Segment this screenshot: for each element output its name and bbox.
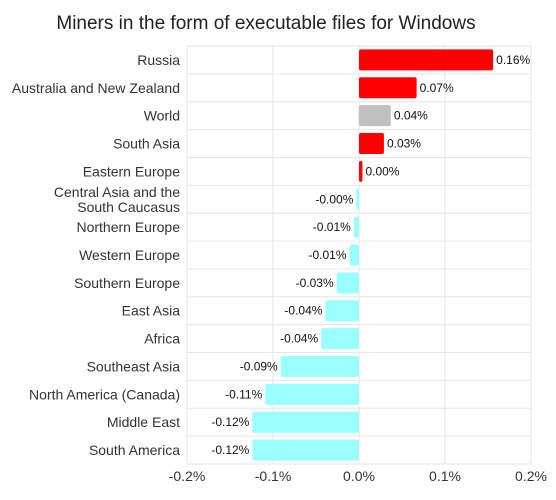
data-label: 0.03%: [387, 137, 421, 151]
data-label: -0.03%: [296, 276, 334, 290]
bar: [321, 328, 359, 350]
x-tick-label: -0.2%: [169, 468, 206, 484]
value-axis: -0.2% -0.1% 0.0% 0.1% 0.2%: [169, 468, 547, 484]
bar: [336, 272, 359, 294]
data-label: -0.01%: [309, 248, 347, 262]
data-label: 0.04%: [394, 109, 428, 123]
bar: [359, 77, 417, 99]
data-label: -0.09%: [240, 359, 278, 373]
bar: [280, 355, 359, 377]
category-label: Russia: [137, 52, 180, 68]
category-label: South America: [89, 442, 180, 458]
data-label: 0.16%: [496, 53, 530, 67]
bar: [349, 244, 359, 266]
category-axis: Russia Australia and New Zealand World Sout…: [12, 52, 180, 458]
category-label: World: [144, 108, 180, 124]
bar-layer: [252, 49, 494, 461]
bar: [359, 160, 363, 182]
chart-title: Miners in the form of executable files f…: [56, 13, 475, 34]
category-label: Northern Europe: [76, 219, 180, 235]
bar: [252, 439, 359, 461]
bar: [325, 300, 359, 322]
data-label: -0.04%: [284, 304, 322, 318]
label-layer: 0.16% 0.07% 0.04% 0.03% 0.00% -0.00% -0.01% -0.…: [211, 53, 530, 457]
data-label: -0.01%: [313, 220, 351, 234]
x-tick-label: 0.1%: [429, 468, 461, 484]
data-label: 0.07%: [420, 81, 454, 95]
category-label: Western Europe: [79, 247, 180, 263]
data-label: -0.12%: [211, 415, 249, 429]
category-label: South Asia: [113, 136, 180, 152]
bar: [359, 133, 384, 155]
data-label: -0.00%: [315, 192, 353, 206]
data-label: -0.12%: [211, 443, 249, 457]
category-label: Central Asia and the South Caucasus: [54, 184, 180, 215]
bar: [252, 411, 359, 433]
category-label: Australia and New Zealand: [12, 80, 180, 96]
x-tick-label: 0.2%: [515, 468, 547, 484]
bar: [356, 188, 359, 210]
data-label: 0.00%: [365, 164, 399, 178]
category-label: Southeast Asia: [87, 358, 181, 374]
bar: [359, 49, 494, 71]
bar: [265, 383, 359, 405]
grid-layer: [186, 45, 532, 465]
category-label: Middle East: [107, 414, 180, 430]
category-label: North America (Canada): [29, 386, 180, 402]
bar: [353, 216, 359, 238]
bar: [359, 105, 391, 127]
x-tick-label: 0.0%: [343, 468, 375, 484]
category-label: East Asia: [122, 303, 181, 319]
category-label: Eastern Europe: [83, 163, 180, 179]
data-label: -0.04%: [280, 332, 318, 346]
category-label: Southern Europe: [74, 275, 180, 291]
data-label: -0.11%: [225, 387, 262, 401]
category-label: Africa: [144, 331, 180, 347]
x-tick-label: -0.1%: [255, 468, 292, 484]
